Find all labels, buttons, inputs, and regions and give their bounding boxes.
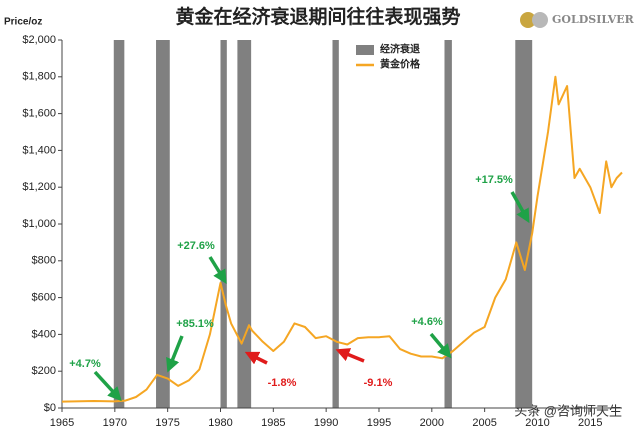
recession-band — [515, 40, 533, 408]
recession-band — [113, 40, 125, 408]
recession-band — [444, 40, 452, 408]
annotation-arrow — [93, 370, 122, 402]
recession-band — [237, 40, 252, 408]
x-tick-label: 1965 — [50, 417, 74, 429]
logo-icon — [532, 12, 548, 28]
annotation: +4.6% — [411, 316, 443, 328]
annotation-arrow — [244, 351, 268, 365]
annotation: -1.8% — [268, 377, 297, 389]
x-tick-label: 1990 — [314, 417, 338, 429]
annotation-arrow — [166, 335, 184, 373]
gold-price-line — [61, 75, 623, 403]
legend-swatch — [356, 45, 374, 55]
y-tick-label: $1,600 — [22, 108, 56, 120]
y-tick-label: $1,000 — [22, 218, 56, 230]
y-tick-label: $800 — [32, 255, 56, 267]
recession-band — [156, 40, 170, 408]
y-tick-label: $1,400 — [22, 144, 56, 156]
x-tick-label: 1970 — [103, 417, 127, 429]
y-tick-label: $2,000 — [22, 34, 56, 46]
annotation: -9.1% — [364, 377, 393, 389]
y-tick-label: $200 — [32, 365, 56, 377]
y-tick-label: $0 — [44, 402, 56, 414]
annotation-arrow — [429, 332, 452, 359]
annotation-arrow — [208, 256, 227, 284]
watermark: 头条 @咨询师天生 — [514, 403, 622, 418]
y-axis-label: Price/oz — [4, 17, 42, 28]
logo-icon — [520, 12, 536, 28]
x-tick-label: 2000 — [420, 417, 444, 429]
x-tick-label: 1980 — [208, 417, 232, 429]
chart-title: 黄金在经济衰退期间往往表现强势 — [175, 5, 460, 28]
x-tick-label: 1985 — [261, 417, 285, 429]
y-tick-label: $1,200 — [22, 181, 56, 193]
x-tick-label: 2010 — [525, 417, 549, 429]
annotation: +17.5% — [475, 174, 513, 186]
x-tick-label: 1975 — [155, 417, 179, 429]
annotation-arrow — [510, 191, 530, 224]
annotation: +85.1% — [176, 318, 214, 330]
recession-band — [332, 40, 339, 408]
x-tick-label: 2015 — [578, 417, 602, 429]
annotation: +27.6% — [177, 240, 215, 252]
annotation: +4.7% — [69, 358, 101, 370]
legend-label: 黄金价格 — [380, 58, 421, 71]
y-tick-label: $400 — [32, 328, 56, 340]
y-tick-label: $1,800 — [22, 71, 56, 83]
logo: GOLDSILVER — [552, 13, 635, 26]
x-tick-label: 2005 — [472, 417, 496, 429]
legend-label: 经济衰退 — [380, 43, 420, 56]
annotation-arrow — [335, 348, 365, 363]
x-tick-label: 1995 — [367, 417, 391, 429]
y-tick-label: $600 — [32, 292, 56, 304]
recession-band — [220, 40, 227, 408]
